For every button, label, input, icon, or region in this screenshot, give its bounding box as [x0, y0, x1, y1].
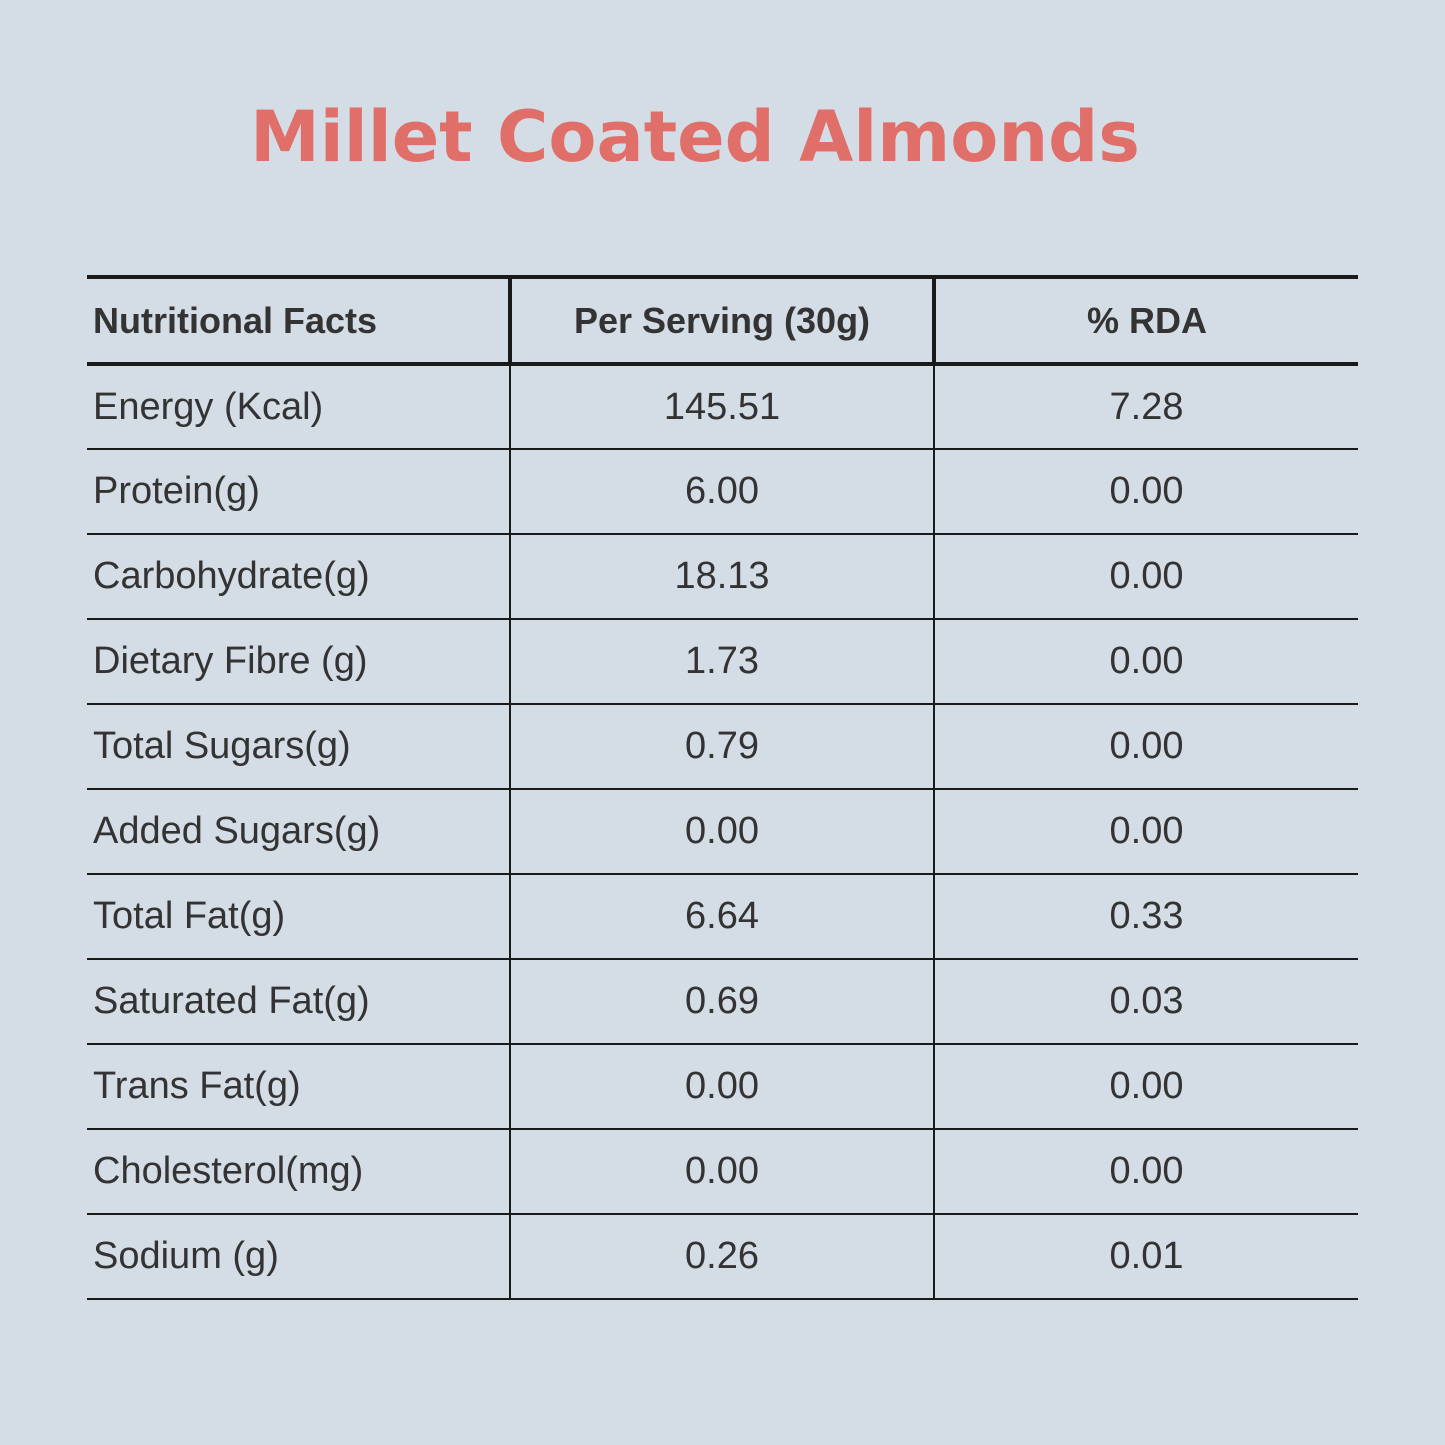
header-rda: % RDA [932, 275, 1358, 366]
rda-value: 0.00 [933, 704, 1358, 790]
nutrient-name: Trans Fat(g) [87, 1044, 510, 1130]
per-serving-value: 0.79 [509, 704, 934, 790]
table-row: Dietary Fibre (g) 1.73 0.00 [87, 619, 1358, 705]
table-row: Sodium (g) 0.26 0.01 [87, 1214, 1358, 1300]
nutrient-name: Total Sugars(g) [87, 704, 510, 790]
nutrient-name: Sodium (g) [87, 1214, 510, 1300]
table-row: Protein(g) 6.00 0.00 [87, 449, 1358, 535]
rda-value: 0.00 [933, 789, 1358, 875]
per-serving-value: 0.00 [509, 1044, 934, 1130]
per-serving-value: 6.64 [509, 874, 934, 960]
nutrient-name: Carbohydrate(g) [87, 534, 510, 620]
nutrient-name: Cholesterol(mg) [87, 1129, 510, 1215]
per-serving-value: 0.00 [509, 1129, 934, 1215]
table-row: Energy (Kcal) 145.51 7.28 [87, 364, 1358, 450]
nutrient-name: Added Sugars(g) [87, 789, 510, 875]
rda-value: 0.00 [933, 1129, 1358, 1215]
table-body: Energy (Kcal) 145.51 7.28 Protein(g) 6.0… [87, 364, 1358, 1300]
rda-value: 0.03 [933, 959, 1358, 1045]
rda-value: 0.00 [933, 534, 1358, 620]
table-row: Trans Fat(g) 0.00 0.00 [87, 1044, 1358, 1130]
per-serving-value: 0.26 [509, 1214, 934, 1300]
rda-value: 7.28 [933, 364, 1358, 450]
per-serving-value: 145.51 [509, 364, 934, 450]
table-row: Added Sugars(g) 0.00 0.00 [87, 789, 1358, 875]
rda-value: 0.00 [933, 619, 1358, 705]
header-nutritional-facts: Nutritional Facts [87, 275, 510, 366]
nutrient-name: Energy (Kcal) [87, 364, 510, 450]
rda-value: 0.33 [933, 874, 1358, 960]
nutrition-table-container: Nutritional Facts Per Serving (30g) % RD… [87, 275, 1358, 1300]
table-header: Nutritional Facts Per Serving (30g) % RD… [87, 275, 1358, 366]
per-serving-value: 0.00 [509, 789, 934, 875]
header-per-serving: Per Serving (30g) [508, 275, 934, 366]
nutrient-name: Total Fat(g) [87, 874, 510, 960]
page-title: Millet Coated Almonds [250, 96, 1140, 178]
nutrition-table: Nutritional Facts Per Serving (30g) % RD… [87, 275, 1358, 1300]
table-row: Saturated Fat(g) 0.69 0.03 [87, 959, 1358, 1045]
per-serving-value: 18.13 [509, 534, 934, 620]
table-row: Carbohydrate(g) 18.13 0.00 [87, 534, 1358, 620]
table-row: Total Sugars(g) 0.79 0.00 [87, 704, 1358, 790]
table-row: Cholesterol(mg) 0.00 0.00 [87, 1129, 1358, 1215]
per-serving-value: 6.00 [509, 449, 934, 535]
per-serving-value: 0.69 [509, 959, 934, 1045]
rda-value: 0.00 [933, 449, 1358, 535]
table-row: Total Fat(g) 6.64 0.33 [87, 874, 1358, 960]
rda-value: 0.00 [933, 1044, 1358, 1130]
nutrient-name: Protein(g) [87, 449, 510, 535]
nutrient-name: Saturated Fat(g) [87, 959, 510, 1045]
per-serving-value: 1.73 [509, 619, 934, 705]
nutrient-name: Dietary Fibre (g) [87, 619, 510, 705]
rda-value: 0.01 [933, 1214, 1358, 1300]
header-row: Nutritional Facts Per Serving (30g) % RD… [87, 275, 1358, 366]
